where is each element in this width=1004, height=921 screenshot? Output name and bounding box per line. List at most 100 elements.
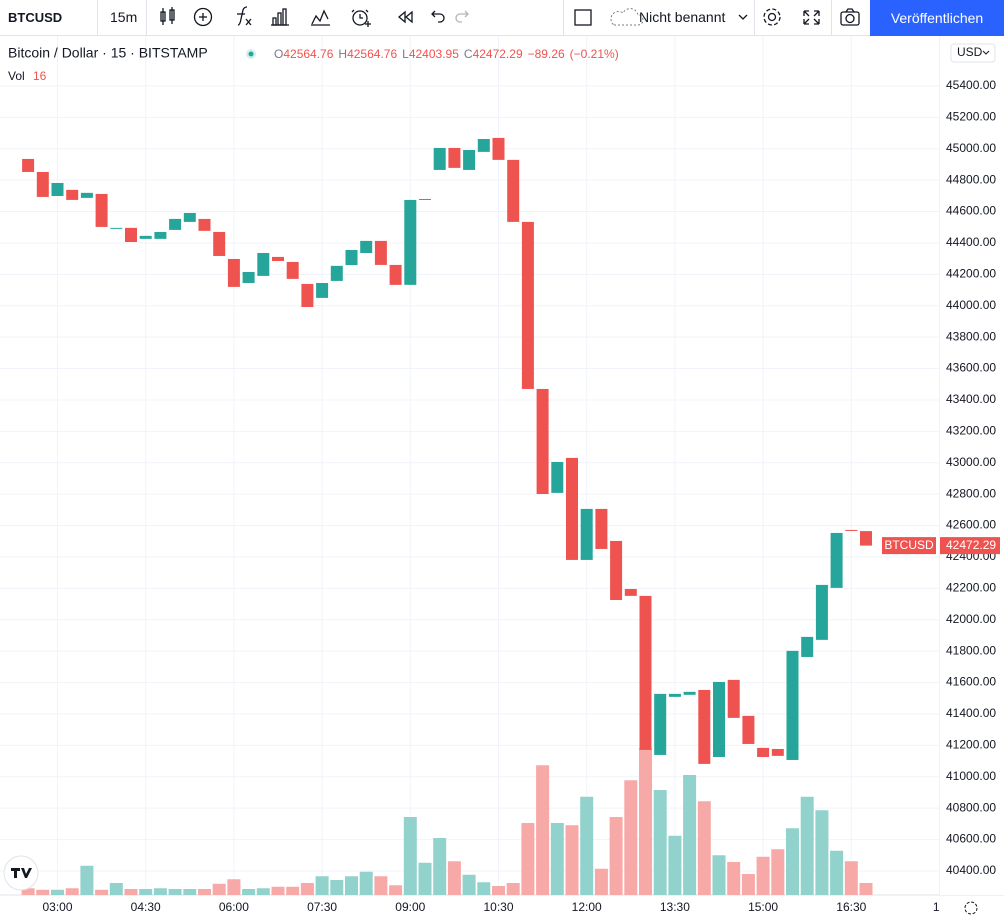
price-tag-symbol: BTCUSD [884,538,934,552]
y-tick-label: 43800.00 [946,329,996,343]
candle-body [183,212,196,222]
candle-body [198,218,211,231]
candle-body [668,693,681,697]
fullscreen-icon[interactable] [803,10,820,25]
replay-icon[interactable] [397,10,413,24]
candle-body [683,691,696,695]
x-tick-label: 16:30 [836,900,866,914]
candle-body [125,227,137,242]
volume-bar [580,796,594,895]
add-icon[interactable] [193,7,213,27]
compare-icon[interactable] [311,9,330,26]
candle-body [624,588,637,596]
y-tick-label: 40800.00 [946,800,996,814]
candle-body [477,138,490,152]
layout-icon[interactable] [574,9,592,26]
volume-bar [609,817,623,895]
currency-button [950,43,996,63]
separator [97,0,98,35]
change-pct: (−0.21%) [570,47,619,61]
snapshot-icon[interactable] [840,8,860,26]
y-tick-label: 43400.00 [946,392,996,406]
ohlc-value: 42564.76 [283,47,333,61]
volume-bar [683,775,697,895]
candle-body [95,193,108,227]
volume-bar [124,889,138,895]
volume-bar [153,888,167,895]
candle-body [580,508,593,560]
dropdown-arrow[interactable] [738,14,748,20]
volume-bar [315,876,329,895]
volume-bar [95,889,109,895]
indicators-icon[interactable] [237,6,252,26]
volume-bar [594,868,608,895]
volume-bar [859,883,873,895]
candle-body [566,457,578,560]
symbol[interactable]: BTCUSD [8,10,63,25]
candles [22,137,872,764]
candle-body [213,231,226,256]
price-tag-symbol-bg [882,537,936,555]
interval[interactable]: 15m [110,9,138,25]
y-tick-label: 43600.00 [946,361,996,375]
volume-bar [286,886,300,895]
volume-bar [830,850,844,895]
candle-body [448,147,461,168]
layout-name[interactable]: Nicht benannt [639,9,726,25]
settings-icon[interactable] [763,8,781,26]
volume-bar [815,810,829,895]
price-tag-value: 42472.29 [946,538,996,552]
ohlc-value: 42403.95 [409,47,459,61]
toolbar: BTCUSD 15m Nicht benannt Veröffentlichen [0,0,1004,36]
y-tick-label: 41800.00 [946,643,996,657]
volume-bar [168,889,182,895]
candle-body [536,388,549,494]
candle-body [22,158,35,172]
candle-body [860,531,872,546]
y-tick-label: 45000.00 [946,141,996,155]
y-tick-label: 45400.00 [946,78,996,92]
status-dot-core [248,51,254,57]
volume-bar [198,889,211,895]
candle-body [139,235,152,239]
volume-bar [271,886,285,895]
candle-body [727,679,740,718]
candle-body [154,231,167,239]
candle-body [286,261,299,279]
candle-body [242,271,255,283]
price-axis-bg [940,36,1004,895]
ohlc-letter: L [402,47,409,61]
candles-icon[interactable] [160,7,175,25]
volume-bar [668,835,682,895]
volume-bar [345,876,358,895]
volume-value: 16 [33,69,47,83]
right-icons [763,8,860,26]
redo-icon[interactable] [455,10,469,23]
volume-bar [109,883,123,895]
volume-bar [65,888,79,895]
volume-bar [447,861,461,895]
x-tick-label: 03:00 [42,900,72,914]
candle-body [507,159,520,222]
templates-icon[interactable] [271,8,289,26]
candle-body [51,182,64,196]
volume-bar [80,865,94,895]
candle-body [360,240,373,253]
volume-bar [565,825,579,895]
y-tick-label: 42600.00 [946,518,996,532]
volume-bar [844,861,858,895]
undo-icon[interactable] [431,10,445,23]
volume-bar [550,823,564,895]
publish-button[interactable]: Veröffentlichen [870,0,1004,36]
candle-body [389,264,402,285]
ohlc-letter: C [464,47,473,61]
volume-label: Vol [8,69,25,83]
y-tick-label: 44000.00 [946,298,996,312]
y-tick-label: 45200.00 [946,110,996,124]
alert-icon[interactable] [351,9,371,27]
candle-body [330,265,343,281]
volume-bar [403,817,417,895]
volume-bar [727,862,741,895]
volume-bar [300,883,314,895]
